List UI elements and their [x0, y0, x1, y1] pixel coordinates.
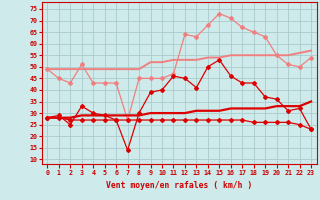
X-axis label: Vent moyen/en rafales ( km/h ): Vent moyen/en rafales ( km/h ) [106, 181, 252, 190]
